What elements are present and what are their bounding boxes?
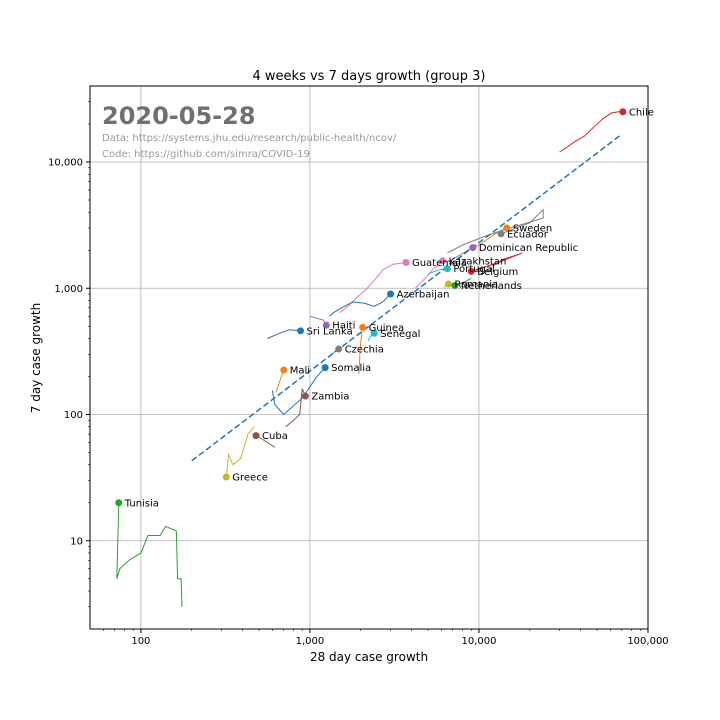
point-guinea [359, 323, 367, 331]
label-senegal: Senegal [380, 329, 420, 340]
trail-guinea [358, 327, 364, 374]
trail-greece [225, 426, 255, 478]
code-source-text: Code: https://github.com/simra/COVID-19 [102, 149, 310, 160]
point-czechia [335, 345, 343, 353]
label-sweden: Sweden [513, 224, 553, 235]
point-romania [444, 280, 452, 288]
point-zambia [301, 392, 309, 400]
point-ecuador [497, 230, 505, 238]
point-portugal [443, 265, 451, 273]
point-kazakhstan [439, 257, 447, 265]
point-senegal [370, 329, 378, 337]
point-somalia [321, 364, 329, 372]
y-tick-label: 100 [64, 410, 83, 421]
label-belgium: Belgium [477, 267, 518, 278]
trail-somalia [271, 367, 326, 416]
trail-chile [559, 111, 623, 153]
point-mali [280, 366, 288, 374]
point-sri-lanka [297, 327, 305, 335]
x-tick-label: 100,000 [627, 636, 668, 647]
label-guatemala: Guatemala [412, 258, 467, 269]
label-portugal: Portugal [453, 264, 494, 275]
trail-ecuador [447, 208, 544, 254]
point-belgium [467, 267, 475, 275]
trail-zambia [285, 388, 306, 428]
point-netherlands [451, 282, 459, 290]
point-sweden [503, 224, 511, 232]
label-romania: Romania [454, 280, 498, 291]
trail-tunisia [116, 502, 183, 607]
x-tick-label: 1,000 [296, 636, 325, 647]
label-azerbaijan: Azerbaijan [397, 290, 450, 301]
trail-azerbaijan [328, 293, 391, 317]
x-axis-label: 28 day case growth [310, 650, 428, 664]
country-points [115, 108, 627, 507]
label-cuba: Cuba [262, 431, 288, 442]
plot-frame [89, 85, 649, 630]
label-tunisia: Tunisia [124, 498, 159, 509]
point-azerbaijan [387, 290, 395, 298]
label-ecuador: Ecuador [507, 229, 549, 240]
y-axis-label: 7 day case growth [29, 303, 43, 414]
data-source-text: Data: https://systems.jhu.edu/research/p… [102, 133, 397, 144]
x-tick-label: 10,000 [461, 636, 496, 647]
grid-lines [90, 86, 649, 629]
point-greece [222, 473, 230, 481]
y-tick-label: 10,000 [48, 158, 83, 169]
label-czechia: Czechia [345, 345, 384, 356]
trail-belgium [471, 252, 523, 272]
point-cuba [252, 432, 260, 440]
label-haiti: Haiti [332, 321, 355, 332]
point-guatemala [402, 258, 410, 266]
label-sri-lanka: Sri Lanka [307, 326, 353, 337]
label-netherlands: Netherlands [461, 281, 522, 292]
label-chile: Chile [629, 107, 654, 118]
chart-title: 4 weeks vs 7 days growth (group 3) [253, 69, 486, 84]
y-axis-ticks: 10 100 1,000 10,000 [48, 101, 90, 608]
trail-mali [275, 369, 285, 393]
label-dominican-republic: Dominican Republic [479, 243, 578, 254]
trail-guatemala [339, 262, 407, 314]
label-greece: Greece [232, 472, 268, 483]
trail-sri-lanka [267, 329, 301, 339]
country-trails [116, 111, 623, 607]
point-haiti [322, 321, 330, 329]
x-tick-label: 100 [131, 636, 150, 647]
label-mali: Mali [290, 366, 310, 377]
point-chile [619, 108, 627, 116]
point-dominican-republic [469, 244, 477, 252]
date-label: 2020-05-28 [102, 102, 256, 130]
x-axis-ticks: 100 1,000 10,000 100,000 [103, 629, 669, 647]
point-tunisia [115, 499, 123, 507]
label-guinea: Guinea [369, 323, 404, 334]
label-somalia: Somalia [331, 363, 371, 374]
y-tick-label: 1,000 [54, 284, 83, 295]
label-zambia: Zambia [311, 392, 349, 403]
y-tick-label: 10 [70, 536, 83, 547]
label-kazakhstan: Kazakhstan [449, 256, 507, 267]
